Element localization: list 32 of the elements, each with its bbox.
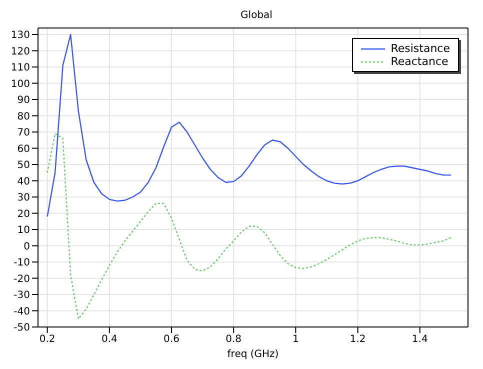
x-tick-label: 1.4 (412, 334, 428, 346)
y-tick-label: 90 (17, 95, 30, 106)
y-tick-label: 40 (17, 176, 30, 188)
y-tick-label: -50 (14, 322, 30, 334)
x-axis-title: freq (GHz) (227, 349, 279, 360)
y-tick-label: 110 (10, 62, 30, 74)
y-tick-label: -30 (14, 290, 30, 302)
y-tick-label: 30 (17, 192, 30, 204)
y-tick-label: -10 (14, 258, 30, 269)
x-tick-label: 0.2 (39, 334, 56, 346)
x-tick-label: 0.4 (101, 334, 118, 346)
y-tick-label: 0 (24, 241, 30, 252)
y-tick-label: 130 (10, 30, 30, 42)
y-tick-label: 60 (17, 144, 30, 155)
y-tick-label: 50 (17, 160, 30, 172)
y-tick-label: 20 (17, 208, 30, 220)
y-tick-label: 80 (17, 111, 30, 122)
x-tick-label: 1 (292, 334, 299, 346)
line-series (46, 34, 452, 218)
x-tick-label: 0.8 (226, 334, 242, 346)
y-tick-label: -40 (14, 306, 30, 318)
y-tick-label: 100 (10, 78, 30, 90)
x-tick-label: 1.2 (350, 334, 366, 346)
y-tick-label: 10 (17, 225, 30, 236)
chart-title: Global (240, 9, 274, 23)
y-tick-label: 120 (10, 46, 30, 58)
x-tick-label: 0.6 (164, 334, 180, 346)
y-tick-label: 70 (17, 128, 30, 139)
line-series (46, 133, 452, 320)
y-tick-label: -20 (14, 274, 30, 285)
legend-label: Reactance (390, 55, 448, 68)
legend-label: Resistance (390, 42, 450, 55)
